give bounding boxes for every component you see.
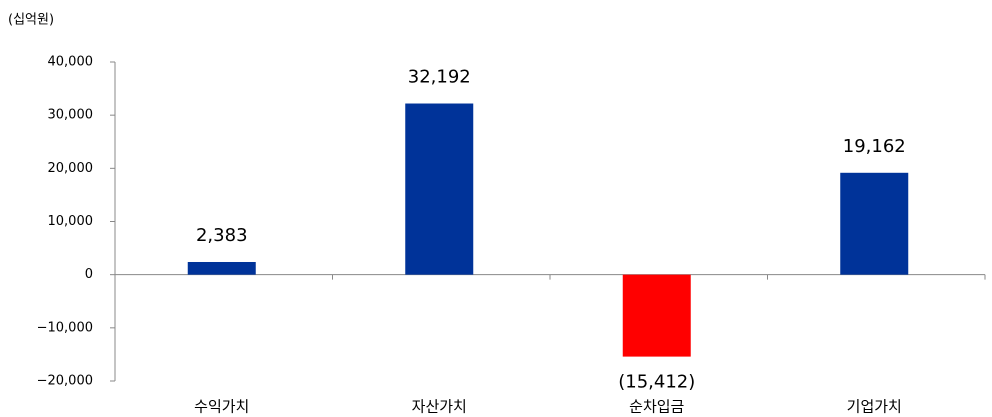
- value-label: 2,383: [196, 225, 248, 246]
- y-tick-label: 40,000: [48, 55, 94, 70]
- bar: [622, 274, 691, 357]
- y-tick-label: 20,000: [48, 161, 94, 176]
- y-axis-label: (십억원): [8, 13, 54, 28]
- value-label: (15,412): [618, 372, 695, 393]
- y-tick-label: 10,000: [48, 214, 94, 229]
- y-tick-label: 0: [85, 267, 93, 282]
- x-tick-label: 순차입금: [629, 398, 684, 416]
- bar: [840, 172, 909, 275]
- value-label: 19,162: [843, 136, 906, 157]
- x-tick-label: 자산가치: [412, 398, 467, 416]
- bar: [187, 261, 256, 275]
- y-tick-label: 30,000: [48, 108, 94, 123]
- x-tick-label: 수익가치: [194, 398, 249, 416]
- y-tick-label: −10,000: [37, 320, 93, 335]
- bar: [405, 103, 474, 275]
- value-label: 32,192: [408, 67, 471, 88]
- x-tick-label: 기업가치: [847, 398, 902, 416]
- y-tick-label: −20,000: [37, 374, 93, 389]
